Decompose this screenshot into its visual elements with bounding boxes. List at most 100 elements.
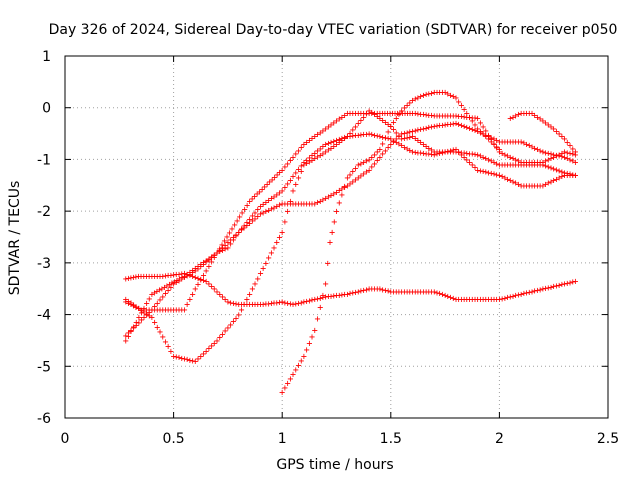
data-point: + (184, 269, 190, 280)
data-point: + (393, 134, 399, 145)
data-point: + (488, 137, 494, 148)
data-point: + (472, 126, 478, 137)
data-point: + (141, 303, 147, 314)
data-point: + (190, 289, 196, 300)
data-point: + (494, 170, 500, 181)
data-point: + (537, 181, 543, 192)
data-point: + (529, 108, 535, 119)
data-point: + (298, 298, 304, 309)
data-point: + (141, 307, 147, 318)
data-point: + (336, 137, 342, 148)
data-point: + (467, 295, 473, 306)
data-point: + (551, 164, 557, 175)
data-point: + (181, 305, 187, 316)
data-point: + (219, 245, 225, 256)
data-point: + (361, 169, 367, 180)
data-point: + (537, 160, 543, 171)
data-point: + (260, 299, 266, 310)
data-point: + (141, 313, 147, 324)
data-point: + (131, 300, 137, 311)
data-point: + (317, 293, 323, 304)
data-point: + (505, 293, 511, 304)
data-point: + (461, 112, 467, 123)
data-point: + (198, 275, 204, 286)
data-point: + (141, 305, 147, 316)
data-point: + (399, 134, 405, 145)
data-point: + (266, 253, 272, 264)
data-point: + (450, 111, 456, 122)
data-point: + (458, 112, 464, 123)
data-point: + (499, 160, 505, 171)
data-point: + (515, 137, 521, 148)
data-point: + (309, 199, 315, 210)
data-point: + (545, 162, 551, 173)
data-point: + (415, 287, 421, 298)
data-point: + (224, 232, 230, 243)
y-tick-label: 1 (42, 49, 51, 65)
data-point: + (385, 143, 391, 154)
data-point: + (448, 90, 454, 101)
data-point: + (277, 168, 283, 179)
data-point: + (269, 175, 275, 186)
data-point: + (361, 108, 367, 119)
data-point: + (232, 220, 238, 231)
data-point: + (306, 199, 312, 210)
data-point: + (551, 152, 557, 163)
data-point: + (320, 195, 326, 206)
data-point: + (399, 106, 405, 117)
data-point: + (458, 121, 464, 132)
data-point: + (404, 128, 410, 139)
data-point: + (181, 273, 187, 284)
data-point: + (483, 167, 489, 178)
data-point: + (456, 147, 462, 158)
grid-lines (65, 56, 608, 418)
data-point: + (135, 304, 141, 315)
data-point: + (377, 284, 383, 295)
data-point: + (437, 88, 443, 99)
data-point: + (149, 313, 155, 324)
data-point: + (486, 295, 492, 306)
data-point: + (285, 179, 291, 190)
data-point: + (369, 162, 375, 173)
data-point: + (553, 150, 559, 161)
data-point: + (344, 181, 350, 192)
data-point: + (314, 294, 320, 305)
data-point: + (369, 152, 375, 163)
data-point: + (304, 345, 310, 356)
data-point: + (149, 305, 155, 316)
data-point: + (192, 284, 198, 295)
data-point: + (540, 116, 546, 127)
data-point: + (469, 149, 475, 160)
data-point: + (540, 181, 546, 192)
data-point: + (128, 298, 134, 309)
data-point: + (211, 253, 217, 264)
data-point: + (339, 136, 345, 147)
data-point: + (190, 272, 196, 283)
x-tick-label: 2.5 (597, 431, 619, 447)
data-point: + (456, 97, 462, 108)
data-point: + (290, 152, 296, 163)
data-point: + (429, 145, 435, 156)
data-point: + (431, 88, 437, 99)
data-point: + (336, 198, 342, 209)
data-point: + (279, 297, 285, 308)
data-point: + (238, 300, 244, 311)
data-point: + (236, 227, 242, 238)
data-point: + (374, 284, 380, 295)
data-point: + (534, 145, 540, 156)
data-point: + (138, 305, 144, 316)
data-point: + (179, 269, 185, 280)
data-point: + (358, 171, 364, 182)
data-point: + (176, 276, 182, 287)
data-point: + (426, 143, 432, 154)
data-point: + (423, 90, 429, 101)
data-point: + (401, 128, 407, 139)
data-point: + (496, 160, 502, 171)
series-track-7: +++++++++++++++++++++++++ (507, 108, 578, 158)
data-point: + (572, 170, 578, 181)
data-point: + (257, 209, 263, 220)
data-point: + (325, 122, 331, 133)
data-point: + (529, 158, 535, 169)
data-point: + (458, 295, 464, 306)
